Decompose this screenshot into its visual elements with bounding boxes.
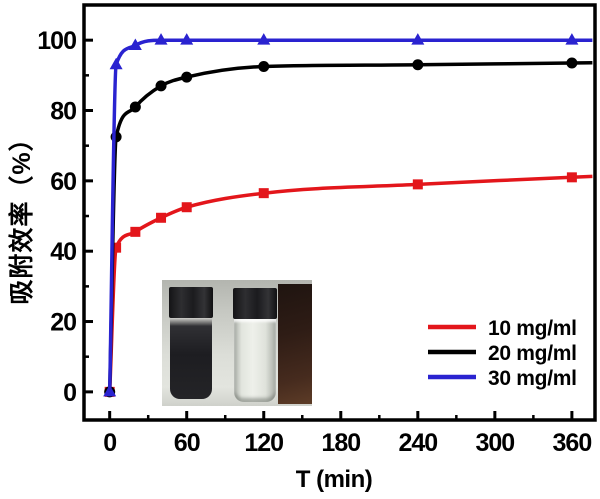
y-tick-label: 60 [50,168,76,196]
data-point-triangle [565,33,579,45]
data-point-triangle [180,33,194,45]
data-point-square [156,212,167,223]
clear-vial-cap [233,288,277,319]
legend-label: 30 mg/ml [488,367,577,390]
x-tick-label: 0 [103,429,116,457]
data-point-square [181,202,192,213]
y-tick-label: 40 [50,238,76,266]
data-point-square [412,179,423,190]
clear-sample-vial [233,288,277,402]
axis-ticks [84,38,574,420]
data-point-circle [155,80,167,92]
data-point-square [111,242,122,253]
dark-brown-block [278,284,312,404]
data-point-square [566,172,577,183]
clear-vial-body [234,319,276,402]
y-tick-label: 80 [50,98,76,126]
x-tick-label: 180 [321,429,360,457]
data-series [103,33,593,398]
legend-label: 10 mg/ml [488,317,577,340]
y-tick-label: 100 [37,27,76,55]
x-axis-title: T (min) [295,466,373,493]
data-point-triangle [128,38,142,50]
data-point-circle [129,101,141,113]
dark-vial-cap [169,287,213,318]
data-point-square [130,226,141,237]
legend-label: 20 mg/ml [488,342,577,365]
dark-vial-body [170,318,212,399]
x-tick-label: 240 [398,429,437,457]
data-point-circle [566,57,578,69]
x-tick-label: 300 [475,429,514,457]
x-tick-label: 60 [174,429,200,457]
tick-labels: 0 60 120 180 240 300 360 0 20 40 60 80 100 [37,27,592,457]
data-point-triangle [109,57,123,70]
data-point-triangle [411,33,425,45]
dark-sample-vial [169,287,213,399]
data-point-triangle [103,384,117,397]
x-tick-label: 360 [553,429,592,457]
data-point-circle [181,71,193,83]
y-axis-title: 吸附效率（%） [8,125,36,305]
data-point-circle [412,59,424,71]
y-tick-label: 0 [63,379,76,407]
data-point-square [258,188,269,199]
inset-photo [162,280,312,406]
data-point-triangle [154,33,168,45]
data-point-circle [258,61,270,73]
y-tick-label: 20 [50,309,76,337]
x-tick-label: 120 [244,429,283,457]
data-point-triangle [257,33,271,45]
